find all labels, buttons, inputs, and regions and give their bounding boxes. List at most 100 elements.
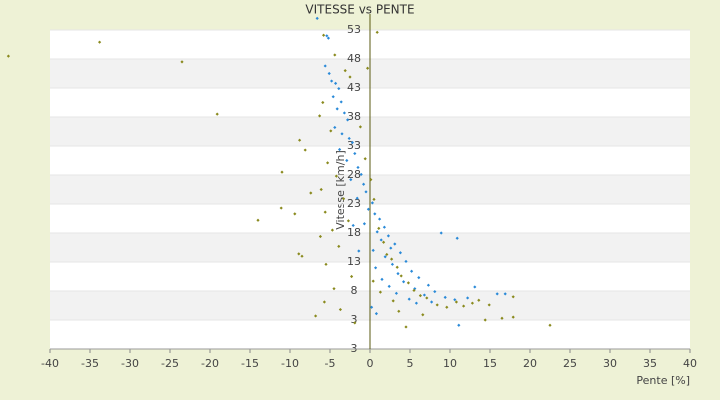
point [386,234,390,238]
x-tick-label: -35 [81,357,99,370]
point [382,240,386,244]
point [334,174,338,178]
point [425,296,429,300]
point [382,225,386,229]
point [321,100,325,105]
point [500,316,504,320]
point [362,182,366,186]
point [372,197,376,201]
point [379,238,383,242]
point [293,212,297,216]
point [324,262,328,266]
y-tick-label: 48 [347,52,361,65]
y-tick-label: 43 [347,81,361,94]
point [435,303,439,307]
point [396,272,400,276]
point [406,281,410,285]
point [309,191,313,195]
point [359,172,363,177]
x-tick-label: 10 [443,357,457,370]
point [323,64,327,68]
point [394,291,398,295]
point [397,309,401,313]
point [297,252,301,256]
point [454,300,458,304]
point [477,298,481,302]
point [503,292,507,296]
point [421,313,425,317]
point [356,165,360,170]
point [333,53,337,57]
point [370,305,374,309]
point [331,95,335,99]
point [391,299,395,303]
point [511,295,515,299]
point [483,318,487,322]
point [455,236,459,240]
x-tick-label: 20 [523,357,537,370]
point [322,33,326,37]
point [389,246,393,250]
point [418,294,422,298]
point [314,314,318,318]
point [353,151,357,156]
point [315,16,319,20]
point [430,300,434,304]
y-tick-label: 18 [347,226,361,239]
point [279,206,283,210]
point [322,300,326,304]
point [318,114,322,118]
x-tick-label: 15 [483,357,497,370]
point [337,86,341,91]
point [511,315,515,319]
y-tick-label: 8 [351,284,358,297]
point [326,36,330,40]
point [256,218,260,222]
point [339,100,343,104]
point [366,207,370,211]
x-tick-label: -10 [281,357,299,370]
point [371,279,375,283]
point [487,303,491,307]
point [358,125,362,129]
point [378,290,382,294]
point [362,222,366,226]
point [327,71,331,76]
point [349,178,353,182]
point [337,244,341,248]
point [6,54,10,58]
point [378,217,382,221]
point [410,269,414,273]
point [346,118,350,122]
point [180,60,184,64]
point [370,201,374,205]
point [398,251,402,255]
point [350,274,354,279]
point [390,262,394,266]
point [433,289,437,294]
y-tick-label: 13 [347,255,361,268]
point [390,257,394,261]
point [330,79,334,83]
point [340,132,344,136]
point [353,321,357,325]
point [380,277,384,281]
point [373,212,377,216]
point [443,295,447,299]
point [348,75,352,79]
x-tick-label: -25 [161,357,179,370]
point [374,266,378,270]
y-tick-label: 3 [351,313,358,326]
point [338,147,342,152]
point [473,285,477,289]
point [412,288,416,293]
point [343,69,347,73]
point [280,170,284,174]
point [357,249,361,253]
point [326,161,330,165]
point [323,210,327,214]
point [548,323,552,327]
x-tick-label: 25 [563,357,577,370]
point [345,158,349,163]
y-tick-label: 23 [347,197,361,210]
